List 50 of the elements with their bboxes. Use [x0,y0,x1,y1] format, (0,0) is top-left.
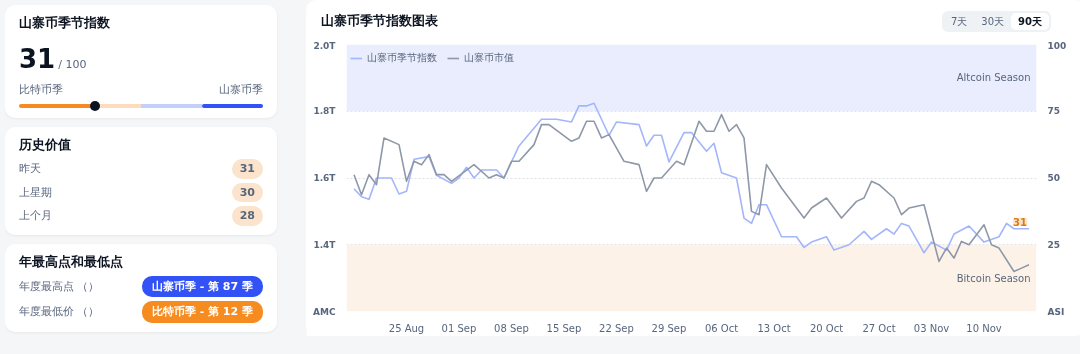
text: 28 [231,206,263,227]
x-tick-label: 06 Oct [704,322,739,334]
legend-label: 山寨币季节指数 [367,51,437,65]
y2-tick-label: ASI [1047,306,1065,317]
line-series [353,113,1030,273]
text: 7天 [949,15,969,29]
text: 上个月 [19,208,52,225]
y2-tick-label: 100 [1047,40,1067,51]
x-tick-label: 08 Sep [494,322,529,334]
text: 山寨币季节指数 [19,14,111,32]
y-tick-label: 1.4T [313,239,337,250]
text: 昨天 [19,160,41,177]
text: 30天 [980,15,1006,29]
x-tick-label: 20 Oct [809,322,844,334]
text: 比特币季 - 第 12 季 [141,301,263,324]
x-tick-label: 10 Nov [966,322,1002,334]
y-tick-label: AMC [312,306,336,317]
legend-label: 山寨币市值 [464,51,514,65]
x-tick-label: 01 Sep [441,322,477,334]
y2-tick-label: 75 [1047,106,1061,117]
band-label: Altcoin Season [956,72,1031,84]
x-tick-label: 22 Sep [599,322,634,334]
text: 31 [231,158,263,179]
text: 比特币季 [19,81,63,98]
x-tick-label: 25 Aug [388,322,425,334]
text: 山寨币季 [219,81,263,98]
text: 历史价值 [19,136,72,155]
text: 年度最低价 （） [19,304,100,321]
text: 30 [231,182,263,203]
text: 31 [19,43,56,74]
text: 山寨币季 - 第 87 季 [141,275,263,298]
y-tick-label: 1.6T [313,173,337,183]
y-tick-label: 1.8T [313,106,337,117]
x-tick-label: 27 Oct [862,322,896,334]
x-tick-label: 15 Sep [546,322,582,334]
text: / 100 [58,57,87,71]
y2-tick-label: 50 [1047,173,1061,183]
band-label: Bitcoin Season [956,272,1031,284]
x-tick-label: 13 Oct [757,322,791,334]
data-label: 31 [1013,216,1028,228]
y2-tick-label: 25 [1047,239,1061,250]
text: 年最高点和最低点 [19,253,124,272]
x-tick-label: 03 Nov [913,322,950,334]
chart-title: 山寨币季节指数图表 [321,12,438,31]
line-series [353,102,1030,254]
text: 年度最高点 （） [19,278,100,295]
x-tick-label: 29 Sep [651,322,687,334]
text: 上星期 [19,184,52,201]
text: 90天 [1011,13,1049,30]
y-tick-label: 2.0T [313,40,337,51]
